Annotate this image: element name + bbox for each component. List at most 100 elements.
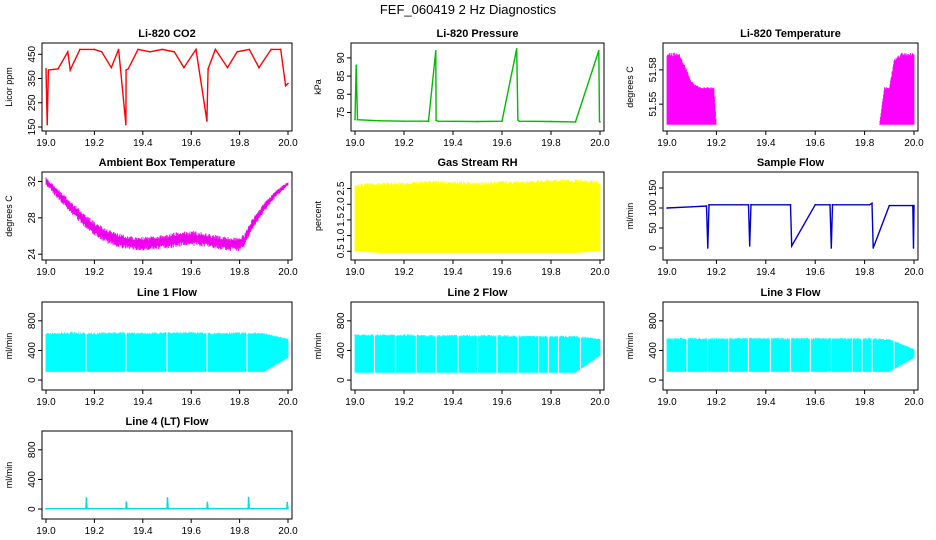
chart-title: Li-820 Temperature — [740, 28, 841, 40]
data-point — [501, 120, 503, 122]
x-tick-label: 19.6 — [492, 397, 512, 408]
x-tick-label: 19.2 — [394, 397, 414, 408]
data-point — [47, 69, 50, 71]
data-point — [666, 207, 668, 209]
chart-title: Line 1 Flow — [137, 287, 197, 299]
data-point — [708, 204, 710, 206]
data-point — [829, 204, 831, 206]
x-tick-label: 19.6 — [181, 267, 201, 278]
data-point — [270, 48, 272, 51]
data-point — [86, 507, 88, 510]
data-point — [166, 507, 168, 510]
chart-title: Line 2 Flow — [448, 287, 508, 299]
y-tick-label: 0 — [27, 506, 38, 512]
chart-panel: Gas Stream RH percent 19.0 19.2 19.4 19.6 19.8… — [313, 157, 610, 278]
data-point — [206, 120, 208, 122]
data-point — [167, 507, 170, 510]
data-point — [207, 507, 209, 510]
data-point — [435, 119, 437, 122]
data-point — [427, 120, 430, 122]
x-tick-label: 19.4 — [133, 267, 153, 278]
data-point — [750, 204, 752, 206]
data-point — [354, 118, 356, 121]
plot-frame — [350, 42, 605, 132]
data-point — [287, 82, 289, 85]
data-point — [747, 204, 750, 206]
data-line — [354, 48, 601, 123]
data-point — [214, 48, 217, 51]
x-tick-label: 19.4 — [133, 397, 153, 408]
x-tick-label: 19.4 — [443, 397, 463, 408]
data-point — [285, 507, 288, 510]
y-tick-label: 90 — [336, 52, 347, 64]
y-tick-label: 2.5 — [336, 181, 347, 195]
data-point — [149, 51, 151, 53]
data-point — [85, 507, 87, 510]
x-tick-label: 20.0 — [278, 267, 298, 278]
plot-area — [45, 47, 289, 126]
data-point — [248, 507, 251, 510]
data-band — [354, 179, 601, 253]
y-tick-label: 75 — [336, 106, 347, 118]
plot-frame — [41, 171, 293, 261]
data-point — [437, 120, 440, 122]
panels: Li-820 CO2 Licor ppm 19.0 19.2 19.4 19.6 19.8 2… — [4, 28, 924, 537]
plot-area — [666, 52, 915, 125]
chart-title: Line 4 (LT) Flow — [126, 416, 209, 428]
data-point — [912, 247, 915, 249]
y-tick-label: 400 — [27, 342, 38, 359]
chart-title: Line 3 Flow — [761, 287, 821, 299]
data-point — [46, 123, 49, 126]
y-tick-label: 50 — [648, 222, 659, 234]
data-point — [126, 507, 128, 510]
data-point — [740, 204, 742, 206]
y-tick-label: 800 — [27, 312, 38, 329]
plot-area — [45, 332, 289, 372]
x-tick-label: 19.6 — [181, 526, 201, 537]
y-tick-label: 400 — [336, 342, 347, 359]
data-band — [45, 177, 289, 251]
y-axis-label: degrees C — [4, 195, 14, 237]
y-tick-label: 400 — [27, 471, 38, 488]
chart-panel: Li-820 Temperature degrees C 19.0 19.2 19.4 1… — [625, 28, 924, 149]
y-tick-label: 1.5 — [336, 213, 347, 227]
data-point — [161, 48, 163, 51]
plot-area — [354, 334, 601, 373]
x-tick-label: 19.6 — [805, 397, 825, 408]
y-tick-label: 28 — [27, 212, 38, 224]
chart-title: Sample Flow — [757, 157, 825, 169]
y-tick-label: 800 — [648, 312, 659, 329]
y-tick-label: 51.55 — [648, 91, 659, 116]
data-point — [66, 51, 69, 53]
data-point — [125, 123, 127, 126]
x-tick-label: 19.2 — [85, 138, 105, 149]
y-axis-label: percent — [313, 200, 323, 231]
data-point — [872, 247, 875, 249]
y-axis-label: ml/min — [4, 462, 14, 489]
chart-panel: Ambient Box Temperature degrees C 19.0 19.2… — [4, 157, 298, 278]
x-tick-label: 19.8 — [541, 267, 561, 278]
x-tick-label: 19.8 — [230, 267, 250, 278]
y-tick-label: 400 — [648, 342, 659, 359]
y-tick-label: 350 — [27, 70, 38, 87]
data-band — [45, 332, 289, 372]
x-tick-label: 19.0 — [657, 267, 677, 278]
x-tick-label: 19.4 — [133, 526, 153, 537]
x-tick-label: 19.2 — [85, 267, 105, 278]
data-point — [789, 204, 792, 206]
data-point — [356, 118, 359, 121]
data-point — [57, 68, 59, 70]
data-point — [125, 69, 127, 71]
chart-panel: Line 2 Flow ml/min 19.0 19.2 19.4 19.6 19.8 20.… — [313, 287, 610, 408]
data-point — [476, 120, 479, 123]
data-point — [748, 245, 751, 247]
x-tick-label: 19.4 — [133, 138, 153, 149]
plot-frame — [350, 301, 605, 391]
x-tick-label: 19.0 — [657, 138, 677, 149]
x-tick-label: 19.2 — [394, 138, 414, 149]
plot-frame — [662, 42, 919, 132]
plot-frame — [662, 301, 919, 391]
x-tick-label: 20.0 — [590, 397, 610, 408]
x-tick-label: 19.6 — [492, 138, 512, 149]
